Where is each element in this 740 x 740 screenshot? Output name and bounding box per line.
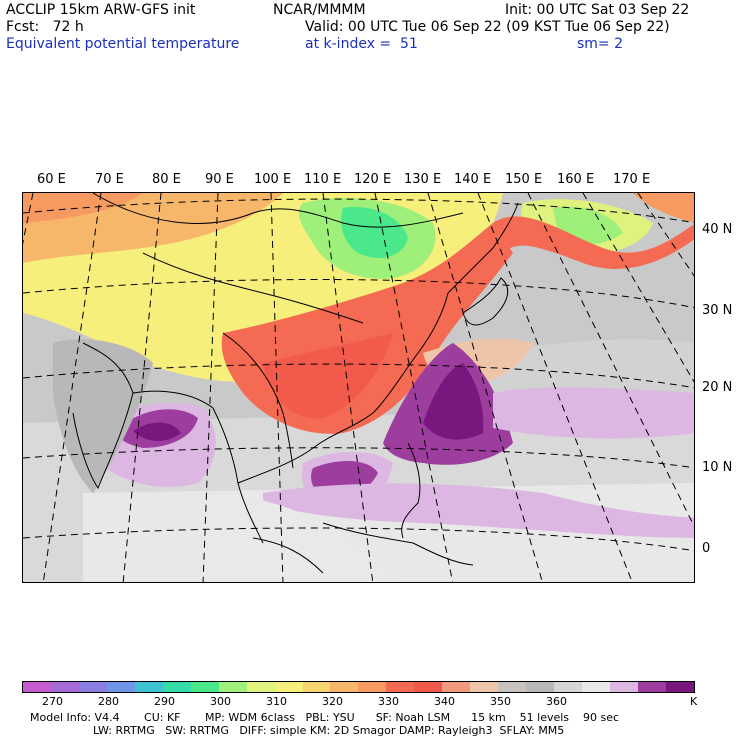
equator-light-purple	[263, 483, 694, 538]
colorbar-swatch	[78, 682, 107, 692]
lon-label: 140 E	[454, 172, 492, 187]
northeast-red-ribbon	[493, 216, 694, 269]
colorbar-swatch	[106, 682, 135, 692]
lon-label: 100 E	[254, 172, 292, 187]
map-canvas	[23, 193, 694, 582]
lon-label: 160 E	[557, 172, 595, 187]
lon-label: 60 E	[37, 172, 66, 187]
colorbar-swatch	[665, 682, 694, 692]
colorbar-tick-label: 360	[546, 695, 567, 708]
colorbar-swatch	[330, 682, 359, 692]
colorbar-tick-label: 270	[42, 695, 63, 708]
colorbar-tick-label: 290	[154, 695, 175, 708]
lat-label: 10 N	[702, 460, 733, 475]
colorbar-swatch	[218, 682, 247, 692]
lat-label: 20 N	[702, 380, 733, 395]
colorbar-swatch	[582, 682, 611, 692]
bengal-dark-purple	[133, 422, 181, 441]
colorbar-swatch	[498, 682, 527, 692]
graticule	[23, 193, 694, 582]
model-info-line1: Model Info: V4.4 CU: KF MP: WDM 6class P…	[30, 711, 620, 724]
northeast-orange	[633, 193, 694, 223]
lon-label: 150 E	[505, 172, 543, 187]
lon-label: 130 E	[404, 172, 442, 187]
smoothing: sm= 2	[577, 36, 624, 52]
colorbar-swatch	[246, 682, 275, 692]
lon-label: 170 E	[613, 172, 651, 187]
level-index: at k-index = 51	[305, 36, 418, 52]
lat-label: 30 N	[702, 303, 733, 318]
typhoon-core	[423, 363, 484, 440]
valid-time: Valid: 00 UTC Tue 06 Sep 22 (09 KST Tue …	[305, 19, 670, 35]
colorbar-swatch	[190, 682, 219, 692]
colorbar-swatch	[610, 682, 638, 692]
coastlines	[72, 193, 519, 574]
colorbar-swatch	[50, 682, 79, 692]
colorbar-tick-label: 310	[266, 695, 287, 708]
lon-label: 80 E	[152, 172, 181, 187]
china-core-red	[263, 333, 393, 419]
colorbar-swatch	[470, 682, 499, 692]
colorbar-tick-label: 340	[434, 695, 455, 708]
colorbar	[22, 681, 695, 693]
colorbar-swatch	[554, 682, 583, 692]
colorbar-tick-label: 330	[378, 695, 399, 708]
model-title: ACCLIP 15km ARW-GFS init	[6, 2, 196, 18]
org-label: NCAR/MMMM	[273, 2, 366, 18]
colorbar-swatch	[134, 682, 163, 692]
colorbar-swatch	[162, 682, 191, 692]
lon-label: 70 E	[95, 172, 124, 187]
model-info-line2: LW: RRTMG SW: RRTMG DIFF: simple KM: 2D …	[30, 724, 565, 737]
lat-label: 0	[702, 541, 711, 556]
colorbar-swatch	[637, 682, 666, 692]
colorbar-swatch	[358, 682, 387, 692]
colorbar-swatch	[526, 682, 555, 692]
pacific-light-purple	[493, 387, 694, 439]
forecast-hour: Fcst: 72 h	[6, 19, 84, 35]
field-name: Equivalent potential temperature	[6, 36, 240, 52]
init-time: Init: 00 UTC Sat 03 Sep 22	[505, 2, 690, 18]
lat-label: 40 N	[702, 222, 733, 237]
lon-label: 120 E	[354, 172, 392, 187]
green-core-region	[341, 207, 408, 258]
theta-e-map	[22, 192, 695, 583]
india-land-gray	[53, 339, 153, 493]
lon-label: 110 E	[304, 172, 342, 187]
colorbar-tick-label: 280	[98, 695, 119, 708]
lon-label: 90 E	[205, 172, 234, 187]
colorbar-units: K	[690, 695, 698, 708]
colorbar-swatch	[442, 682, 471, 692]
colorbar-swatch	[414, 682, 443, 692]
colorbar-swatch	[274, 682, 303, 692]
colorbar-swatch	[302, 682, 331, 692]
colorbar-tick-label: 320	[322, 695, 343, 708]
colorbar-swatch	[386, 682, 415, 692]
colorbar-tick-label: 300	[210, 695, 231, 708]
colorbar-swatch	[23, 682, 51, 692]
maritime-white	[203, 493, 402, 582]
colorbar-tick-label: 350	[490, 695, 511, 708]
